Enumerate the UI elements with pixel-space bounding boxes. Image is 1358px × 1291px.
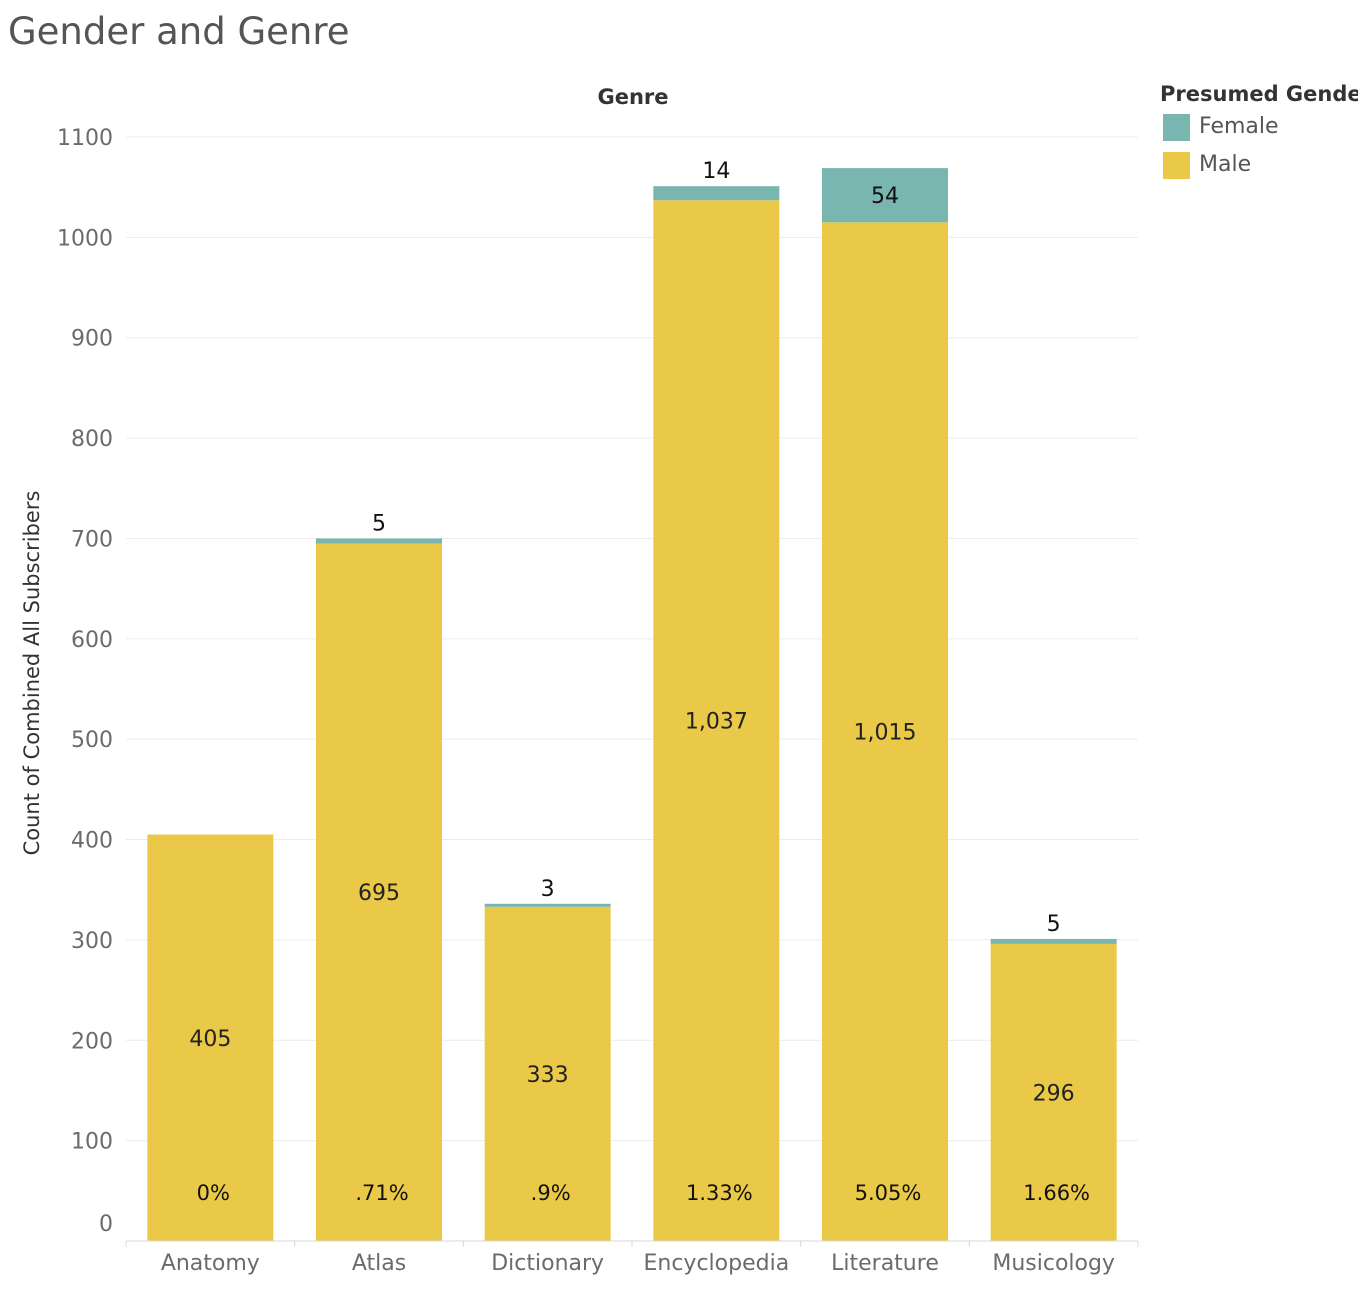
x-tick-label: Dictionary xyxy=(491,1251,604,1276)
y-tick-label: 300 xyxy=(71,929,113,954)
data-label-female: 5 xyxy=(1047,912,1061,937)
bar-male[interactable] xyxy=(990,943,1117,1241)
y-tick-label: 900 xyxy=(71,327,113,352)
percent-label: 1.33% xyxy=(686,1181,753,1205)
y-tick-label: 200 xyxy=(71,1029,113,1054)
legend-title: Presumed Gender xyxy=(1160,82,1358,106)
data-label-female: 14 xyxy=(702,159,730,184)
percent-label: 5.05% xyxy=(855,1181,922,1205)
bar-male[interactable] xyxy=(653,200,780,1241)
y-tick-label: 1000 xyxy=(57,226,113,251)
y-tick-label: 700 xyxy=(71,527,113,552)
x-tick-label: Atlas xyxy=(352,1251,406,1276)
bar-female[interactable] xyxy=(316,538,442,544)
y-tick-label: 400 xyxy=(71,829,113,854)
percent-label: .71% xyxy=(355,1181,408,1205)
bar-male[interactable] xyxy=(316,543,442,1241)
bar-male[interactable] xyxy=(484,906,611,1241)
bar-female[interactable] xyxy=(990,938,1117,944)
y-axis-ticks: 0 100 200 300 400 500 600 700 800 900 1000 1100 xyxy=(57,126,113,1237)
percent-label: .9% xyxy=(531,1181,571,1205)
bar-male[interactable] xyxy=(147,834,274,1241)
legend-swatch-female xyxy=(1163,114,1190,141)
data-label-male: 1,037 xyxy=(685,710,748,735)
x-tick-label: Anatomy xyxy=(161,1251,260,1276)
legend-item-male: Male xyxy=(1160,144,1358,182)
bar-male[interactable] xyxy=(822,222,948,1242)
data-label-female: 54 xyxy=(871,184,899,209)
legend-swatch-male xyxy=(1163,152,1190,179)
y-tick-label: 0 xyxy=(99,1212,113,1237)
chart-title: Gender and Genre xyxy=(8,10,350,53)
legend-item-female: Female xyxy=(1160,106,1358,144)
data-label-male: 296 xyxy=(1033,1081,1075,1106)
y-axis-title: Count of Combined All Subscribers xyxy=(20,491,44,856)
bar-groups: 4050%6955.71%3333.9%1,037141.33%1,015545… xyxy=(147,159,1117,1242)
data-label-male: 405 xyxy=(189,1027,231,1052)
legend-label-male: Male xyxy=(1199,152,1252,177)
data-label-male: 1,015 xyxy=(854,721,917,746)
x-tick-label: Encyclopedia xyxy=(643,1251,789,1276)
percent-label: 0% xyxy=(197,1181,230,1205)
x-tick-label: Literature xyxy=(831,1251,939,1276)
data-label-female: 5 xyxy=(372,511,386,536)
x-axis-title: Genre xyxy=(597,85,668,109)
data-label-male: 333 xyxy=(527,1063,569,1088)
legend: Presumed Gender Female Male xyxy=(1160,82,1358,182)
bar-female[interactable] xyxy=(822,168,948,223)
x-axis-ticks: Anatomy Atlas Dictionary Encyclopedia Litera… xyxy=(125,1241,1139,1276)
y-tick-label: 600 xyxy=(71,628,113,653)
data-label-male: 695 xyxy=(358,881,400,906)
y-tick-label: 1100 xyxy=(57,126,113,151)
legend-label-female: Female xyxy=(1199,114,1279,139)
x-tick-label: Musicology xyxy=(992,1251,1115,1276)
y-tick-label: 100 xyxy=(71,1130,113,1155)
data-label-female: 3 xyxy=(541,877,555,902)
bar-female[interactable] xyxy=(653,186,780,201)
percent-label: 1.66% xyxy=(1023,1181,1090,1205)
bar-female[interactable] xyxy=(484,903,611,907)
y-tick-label: 500 xyxy=(71,728,113,753)
gridlines xyxy=(126,136,1138,1142)
y-tick-label: 800 xyxy=(71,427,113,452)
